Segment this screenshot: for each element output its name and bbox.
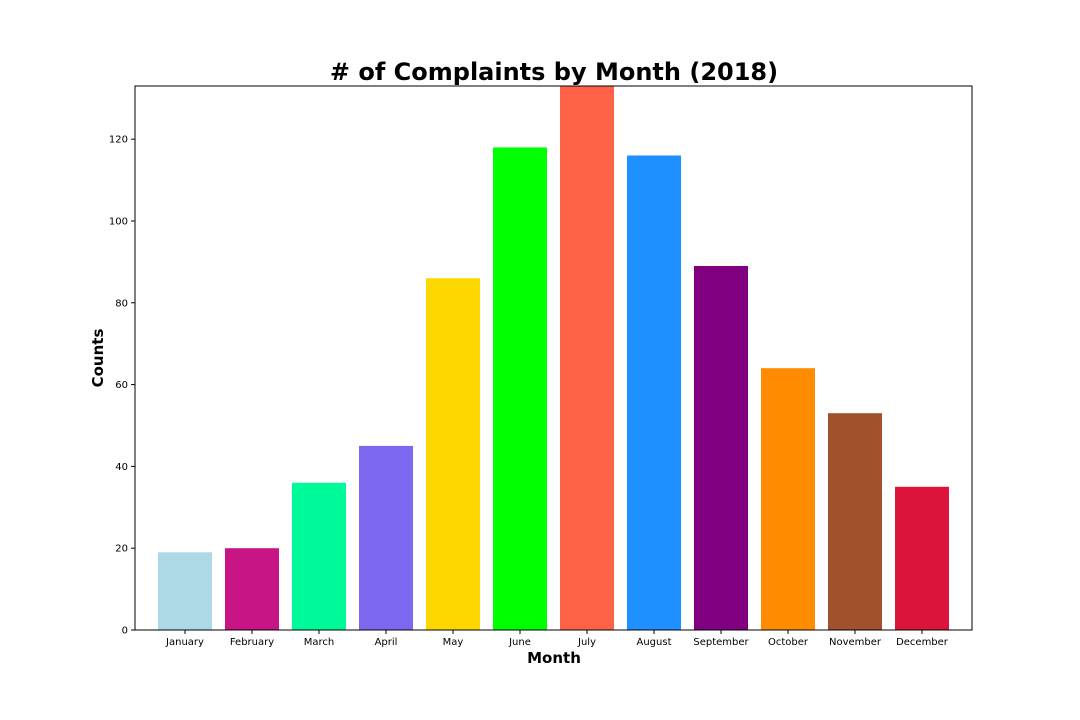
y-axis: 0 20 40 60 80 100 120 [109,135,135,637]
x-tick-label-april: April [375,637,398,648]
y-tick-label-100: 100 [109,216,128,227]
chart-title: # of Complaints by Month (2018) [330,58,778,86]
x-tick-label-february: February [230,637,274,648]
bar-may [426,278,480,630]
bar-april [359,445,413,630]
y-tick-label-60: 60 [115,380,128,391]
bars-group [158,86,949,630]
bar-june [493,147,547,630]
y-tick-label-0: 0 [122,626,128,637]
bar-january [158,552,212,630]
y-tick-label-40: 40 [115,462,128,473]
y-tick-label-20: 20 [115,544,128,555]
x-tick-label-january: January [165,637,204,648]
bar-december [895,486,949,630]
x-axis: January February March April May June July Augu… [165,630,949,648]
x-tick-label-november: November [829,637,882,648]
bar-july [560,86,614,630]
bar-november [828,413,882,630]
plot-frame [134,85,973,631]
bar-august [627,155,681,630]
bar-march [292,482,346,630]
x-axis-label: Month [527,649,581,667]
bar-september [694,266,748,630]
x-tick-label-december: December [896,637,949,648]
x-tick-label-october: October [768,637,809,648]
y-tick-label-120: 120 [109,135,128,146]
y-tick-label-80: 80 [115,298,128,309]
x-tick-label-september: September [693,637,749,648]
x-tick-label-march: March [304,637,334,648]
bar-october [761,368,815,630]
x-tick-label-may: May [443,637,464,648]
bar-february [225,548,279,630]
y-axis-label: Counts [89,329,107,388]
x-tick-label-august: August [637,637,672,648]
x-tick-label-june: June [508,637,531,648]
x-tick-label-july: July [577,637,596,648]
